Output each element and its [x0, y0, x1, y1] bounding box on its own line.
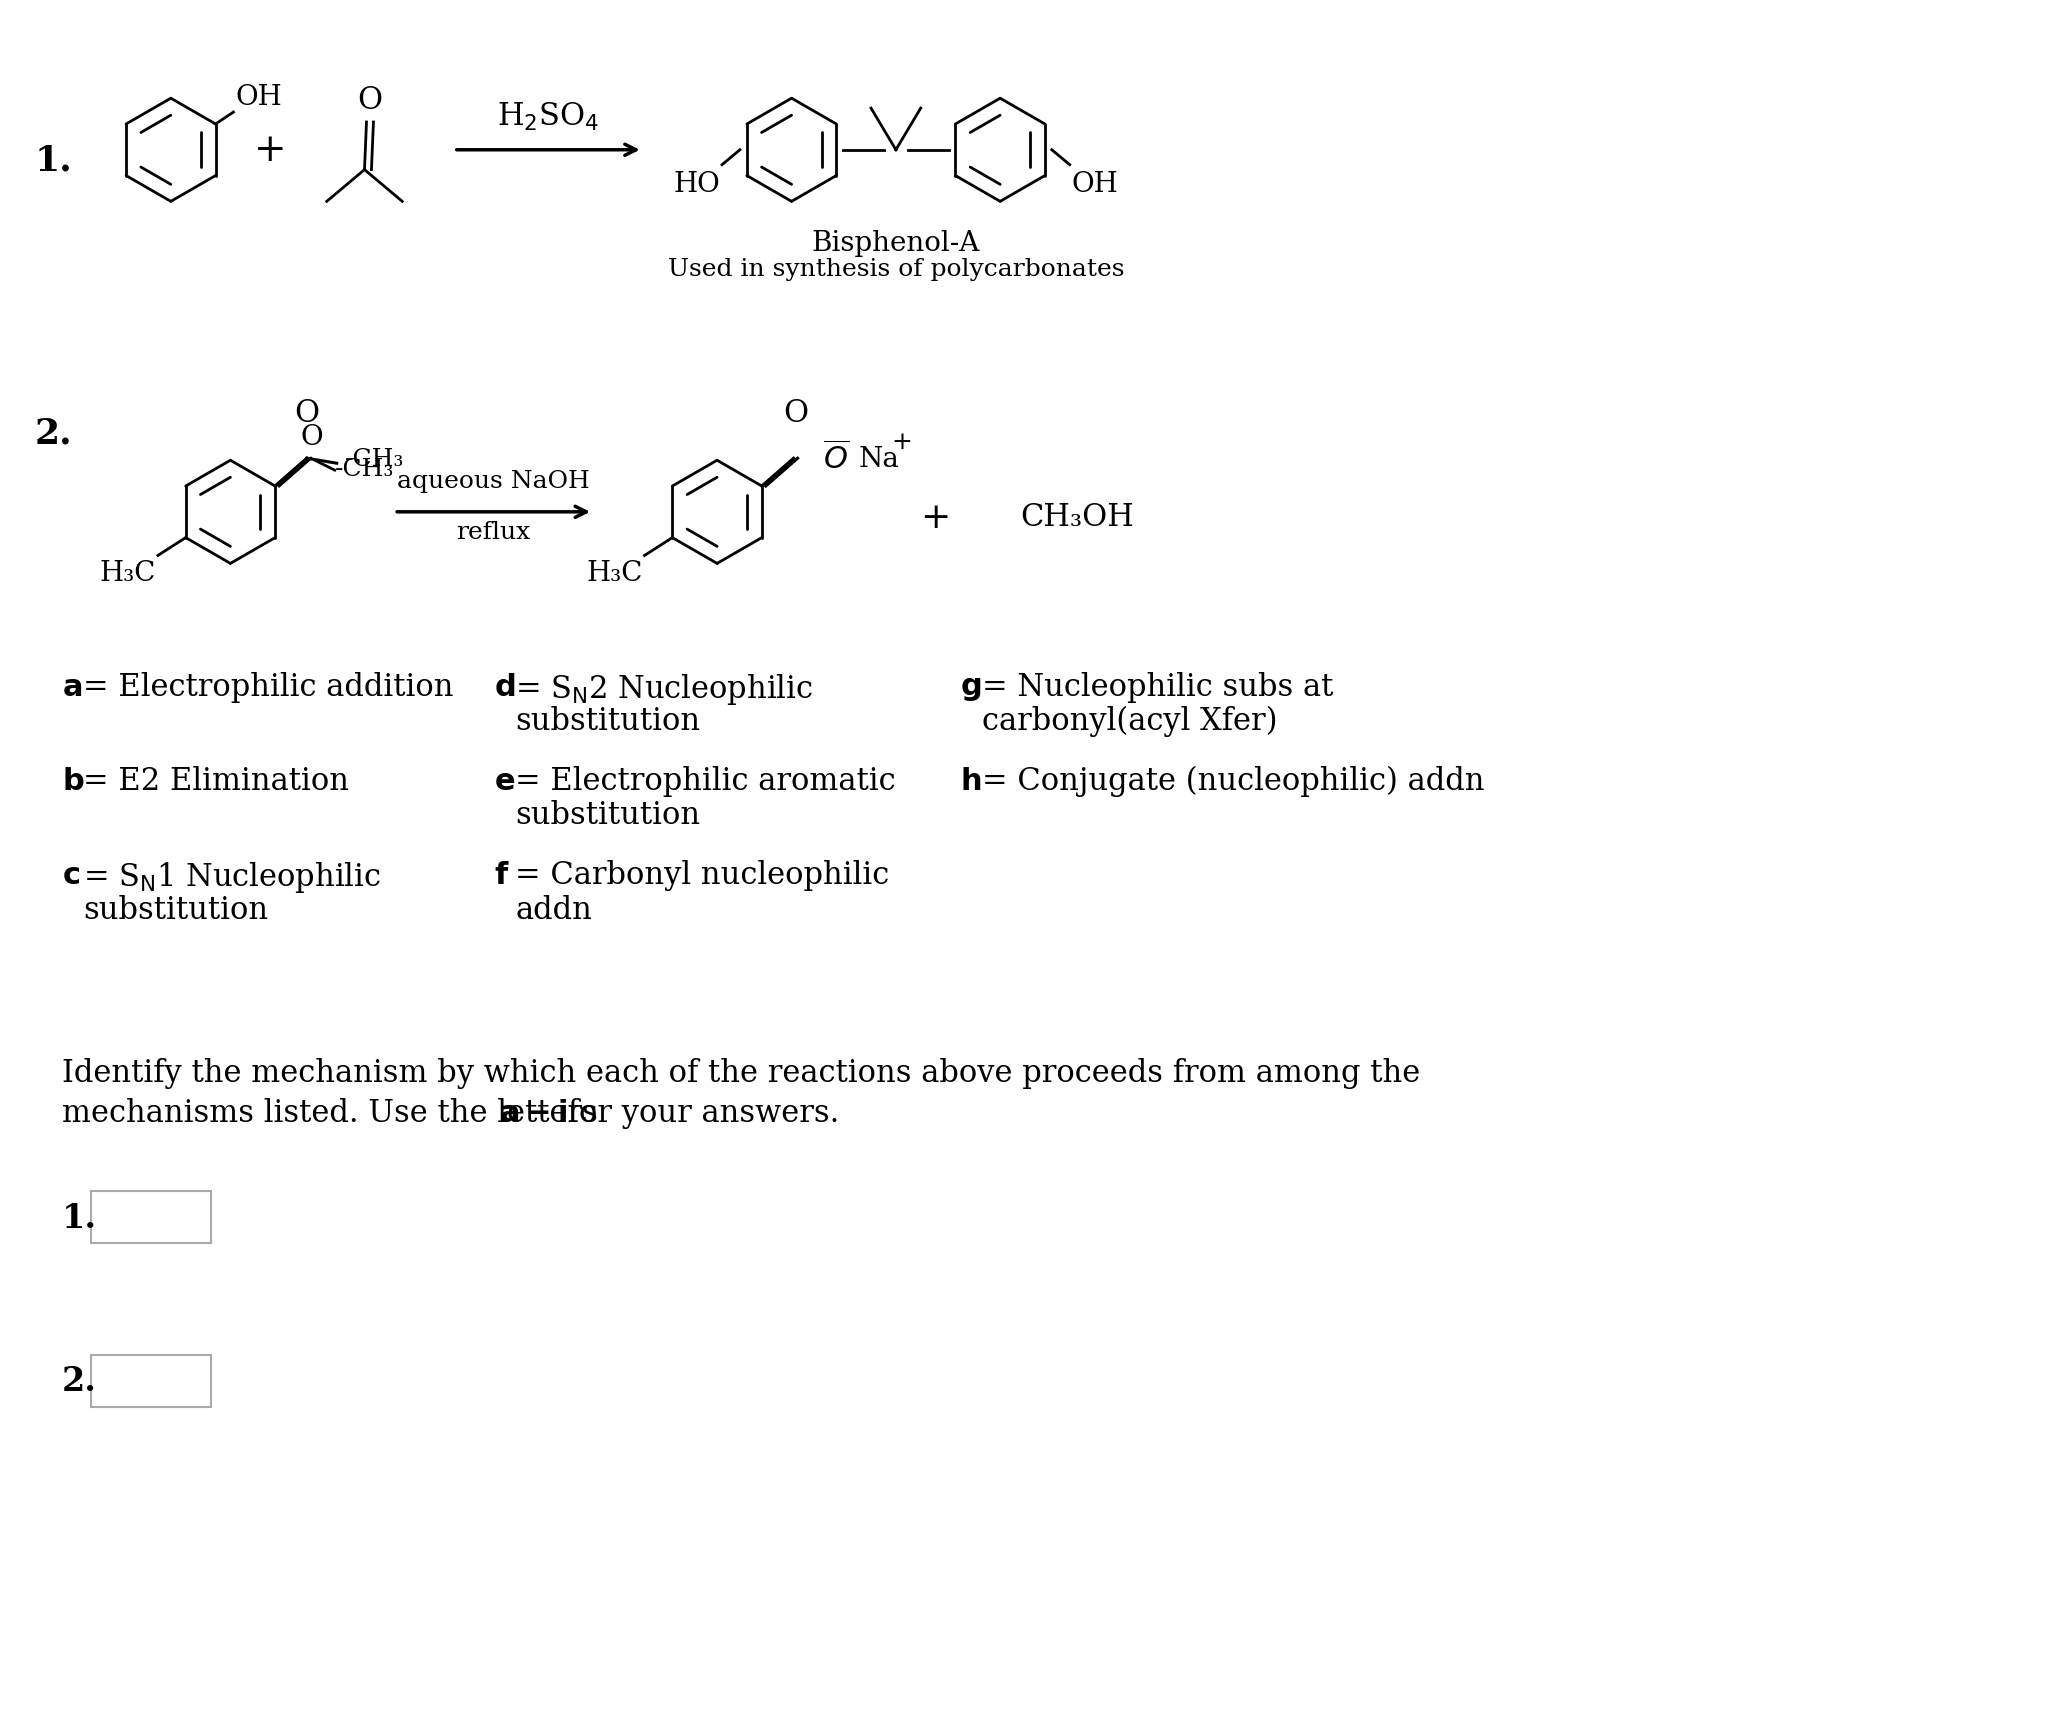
Text: +: + [890, 430, 913, 454]
Text: Identify the mechanism by which each of the reactions above proceeds from among : Identify the mechanism by which each of … [61, 1058, 1420, 1088]
Text: +: + [921, 500, 951, 535]
Text: $\mathbf{e}$: $\mathbf{e}$ [493, 766, 516, 797]
Text: mechanisms listed. Use the letters: mechanisms listed. Use the letters [61, 1097, 608, 1128]
Text: aqueous NaOH: aqueous NaOH [397, 470, 589, 492]
Text: -CH₃: -CH₃ [344, 447, 403, 470]
Text: H$_2$SO$_4$: H$_2$SO$_4$ [497, 101, 599, 134]
Text: substitution: substitution [516, 706, 700, 737]
Text: $\mathbf{a}$: $\mathbf{a}$ [61, 672, 82, 703]
Text: 2.: 2. [35, 417, 72, 451]
Text: H₃C: H₃C [587, 560, 642, 588]
Text: O: O [356, 86, 383, 117]
Text: = Electrophilic aromatic: = Electrophilic aromatic [516, 766, 896, 797]
Text: 1.: 1. [61, 1202, 96, 1234]
Text: addn: addn [516, 895, 593, 926]
Text: 1.: 1. [35, 144, 72, 178]
Text: = Nucleophilic subs at: = Nucleophilic subs at [982, 672, 1334, 703]
Text: = Electrophilic addition: = Electrophilic addition [84, 672, 454, 703]
Text: substitution: substitution [516, 800, 700, 831]
Text: HO: HO [673, 170, 720, 197]
Text: = Carbonyl nucleophilic: = Carbonyl nucleophilic [516, 859, 890, 891]
Text: 2.: 2. [61, 1364, 96, 1397]
Text: -CH₃: -CH₃ [336, 458, 395, 480]
Text: $\mathbf{d}$: $\mathbf{d}$ [493, 672, 516, 703]
Text: $\mathbf{b}$: $\mathbf{b}$ [61, 766, 84, 797]
Text: +: + [254, 132, 286, 170]
Text: carbonyl(acyl Xfer): carbonyl(acyl Xfer) [982, 706, 1279, 737]
Text: O: O [784, 398, 808, 428]
Text: CH₃OH: CH₃OH [1021, 502, 1133, 533]
Text: OH: OH [1072, 170, 1119, 197]
Text: Na: Na [857, 446, 898, 473]
Text: $\mathbf{a - i}$: $\mathbf{a - i}$ [499, 1097, 567, 1128]
Text: O: O [301, 423, 323, 451]
Text: Bisphenol-A: Bisphenol-A [812, 230, 980, 257]
Text: OH: OH [235, 84, 282, 111]
Text: = S$_\mathrm{N}$2 Nucleophilic: = S$_\mathrm{N}$2 Nucleophilic [516, 672, 814, 706]
Text: $\mathbf{c}$: $\mathbf{c}$ [61, 859, 80, 891]
Text: $\mathbf{g}$: $\mathbf{g}$ [960, 672, 982, 703]
Text: = S$_\mathrm{N}$1 Nucleophilic: = S$_\mathrm{N}$1 Nucleophilic [84, 859, 381, 895]
Bar [92, 1356, 211, 1407]
Text: H₃C: H₃C [100, 560, 155, 588]
Text: = E2 Elimination: = E2 Elimination [84, 766, 350, 797]
Text: = Conjugate (nucleophilic) addn: = Conjugate (nucleophilic) addn [982, 766, 1485, 797]
Text: $\mathbf{h}$: $\mathbf{h}$ [960, 766, 982, 797]
Text: $\overline{O}$: $\overline{O}$ [822, 442, 849, 476]
Text: Used in synthesis of polycarbonates: Used in synthesis of polycarbonates [667, 257, 1123, 281]
Text: O: O [295, 398, 319, 428]
Bar [92, 1191, 211, 1243]
Text: $\mathbf{f}$: $\mathbf{f}$ [493, 859, 509, 891]
Text: substitution: substitution [84, 895, 268, 926]
Text: reflux: reflux [456, 521, 530, 543]
Text: for your answers.: for your answers. [559, 1097, 839, 1128]
